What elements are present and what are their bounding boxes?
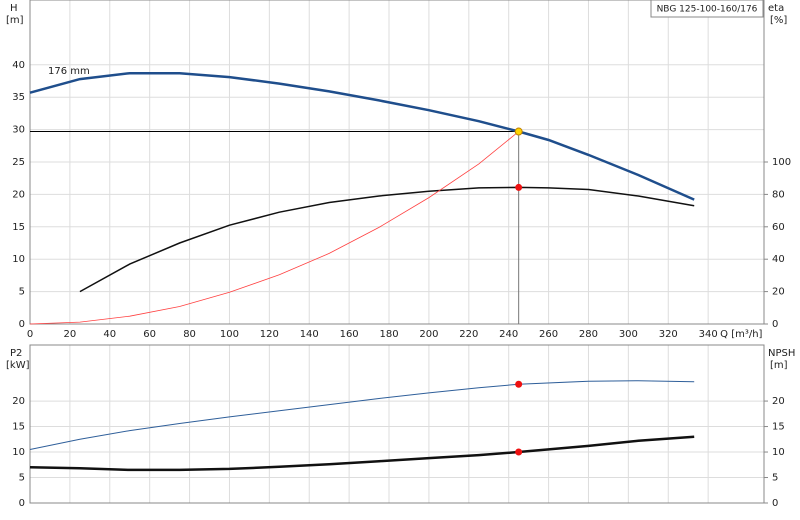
x-axis-label: Q [m³/h] [720, 329, 762, 340]
curve [29, 380, 695, 450]
chart-title: NBG 125-100-160/176 [657, 5, 758, 15]
x-tick-label: 220 [459, 329, 478, 340]
x-tick-label: 20 [64, 329, 77, 340]
y-tick-label: 15 [12, 422, 25, 433]
y-axis-label: P2 [10, 348, 22, 359]
y2-axis-unit: [m] [770, 360, 788, 371]
x-tick-label: 240 [499, 329, 518, 340]
y-tick-label: 25 [12, 157, 25, 168]
curve [29, 435, 695, 472]
duty-point [515, 448, 523, 456]
plot-frame [29, 0, 765, 325]
y-tick-label: 35 [12, 92, 25, 103]
y-tick-label: 10 [12, 447, 25, 458]
y-tick-label: 5 [19, 287, 25, 298]
y2-tick-label: 40 [772, 254, 785, 265]
x-tick-label: 60 [143, 329, 156, 340]
x-tick-label: 280 [579, 329, 598, 340]
x-tick-label: 80 [183, 329, 196, 340]
x-tick-label: 200 [419, 329, 438, 340]
x-tick-label: 340 [699, 329, 718, 340]
duty-point [515, 380, 523, 388]
x-tick-label: 40 [103, 329, 116, 340]
y-tick-label: 15 [12, 222, 25, 233]
y-tick-label: 0 [19, 498, 25, 509]
x-tick-label: 180 [379, 329, 398, 340]
y-tick-label: 10 [12, 254, 25, 265]
y-tick-label: 30 [12, 125, 25, 136]
y-tick-label: 20 [12, 189, 25, 200]
title-box [650, 0, 764, 18]
y2-tick-label: 0 [772, 319, 778, 330]
y2-tick-label: 20 [772, 396, 785, 407]
y2-tick-label: 60 [772, 222, 785, 233]
y2-tick-label: 20 [772, 287, 785, 298]
y2-axis-label: eta [768, 3, 784, 14]
y-tick-label: 20 [12, 396, 25, 407]
y2-tick-label: 10 [772, 447, 785, 458]
y-tick-label: 0 [19, 319, 25, 330]
curve [79, 186, 695, 293]
curve [29, 131, 519, 325]
x-tick-label: 140 [300, 329, 319, 340]
y2-tick-label: 100 [772, 157, 791, 168]
x-tick-label: 120 [260, 329, 279, 340]
x-tick-label: 260 [539, 329, 558, 340]
y-axis-unit: [m] [6, 15, 24, 26]
y2-axis-label: NPSH [768, 348, 795, 359]
y-axis-unit: [kW] [6, 360, 30, 371]
duty-point [515, 183, 523, 191]
y-axis-label: H [10, 3, 18, 14]
y2-tick-label: 0 [772, 498, 778, 509]
x-tick-label: 0 [27, 329, 33, 340]
y2-tick-label: 80 [772, 189, 785, 200]
y-tick-label: 5 [19, 473, 25, 484]
curve-label: 176 mm [48, 66, 90, 77]
x-tick-label: 320 [659, 329, 678, 340]
y2-axis-unit: [%] [770, 15, 787, 26]
x-tick-label: 160 [340, 329, 359, 340]
curve [29, 71, 695, 201]
y2-tick-label: 5 [772, 473, 778, 484]
duty-point [514, 127, 523, 136]
y2-tick-label: 15 [772, 422, 785, 433]
y-tick-label: 40 [12, 60, 25, 71]
plot-frame [29, 344, 765, 504]
x-tick-label: 100 [220, 329, 239, 340]
x-tick-label: 300 [619, 329, 638, 340]
